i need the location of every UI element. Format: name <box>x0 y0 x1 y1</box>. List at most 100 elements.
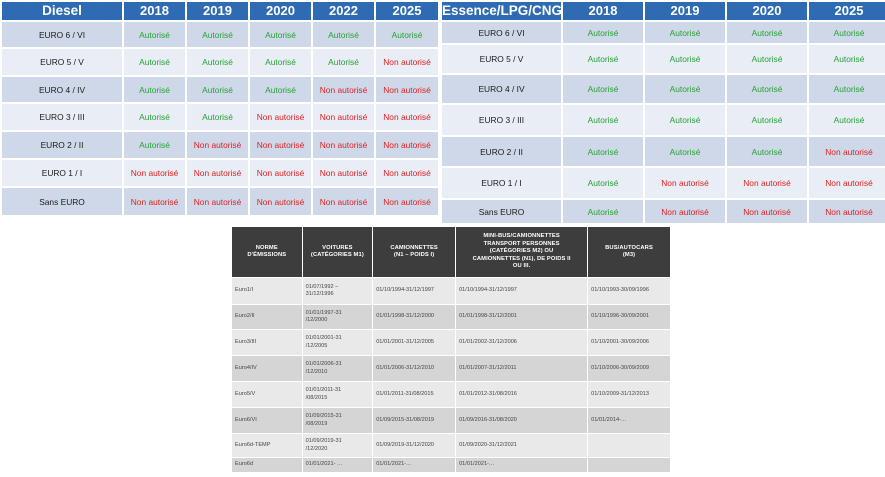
date-range-cell: 01/10/1994-31/12/1997 <box>373 278 456 304</box>
diesel-table: Diesel 2018 2019 2020 2022 2025 EURO 6 /… <box>0 0 440 217</box>
cell-line: 31/12/1996 <box>305 291 334 297</box>
status-cell: Non autorisé <box>376 160 438 186</box>
buses-header: Bus/autocars (M3) <box>588 227 670 277</box>
essence-row: EURO 2 / II Autorisé Autorisé Autorisé Non a… <box>442 137 885 166</box>
euro-class-label: Sans EURO <box>2 188 122 215</box>
cell-line: 01/09/2019-31 <box>305 438 342 444</box>
cell-line: 01/01/2011-31 <box>305 387 342 393</box>
status-cell: Non autorisé <box>645 168 725 198</box>
header-line: Camionnettes <box>390 244 438 251</box>
status-cell: Non autorisé <box>727 200 807 223</box>
cell-line: 01/10/1994-31/12/1997 <box>376 287 435 294</box>
status-cell: Autorisé <box>563 200 643 223</box>
norm-row: Euro4/IV 01/01/2006-31/12/2010 01/01/2006-… <box>232 356 670 381</box>
norm-row: Euro3/III 01/01/2001-31/12/2005 01/01/2001… <box>232 330 670 355</box>
essence-header-year: 2019 <box>645 2 725 20</box>
cell-line: 01/10/1993-30/09/1996 <box>591 287 649 294</box>
date-range-cell: 01/09/2016-31/08/2020 <box>456 408 588 433</box>
minibus-header: Mini-bus/camionnettes transport personnes… <box>456 227 588 277</box>
cell-line: 01/01/2002-31/12/2006 <box>459 338 517 345</box>
norm-name: Euro4/IV <box>232 356 302 381</box>
header-line: (catégories M1) <box>310 252 364 258</box>
status-cell: Autorisé <box>645 22 725 43</box>
cell-line: 01/10/1996-30/09/2001 <box>591 313 649 320</box>
header-line: d'émissions <box>247 252 287 258</box>
header-line: camionnettes (N1), de poids II <box>472 255 571 262</box>
date-range-cell: 01/09/2015-31/08/2019 <box>302 408 373 433</box>
cell-line: 01/01/2021-… <box>459 461 495 468</box>
cell-line: Euro3/III <box>235 338 257 345</box>
essence-row: EURO 3 / III Autorisé Autorisé Autorisé Auto… <box>442 105 885 135</box>
status-cell: Autorisé <box>645 105 725 135</box>
cell-line: 01/09/2015-31 <box>305 413 342 419</box>
euro-norms-header-row: Norme d'émissions Voitures (catégories M1) C… <box>232 227 670 277</box>
euro-class-label: EURO 3 / III <box>2 104 122 130</box>
norm-name: Euro5/V <box>232 382 302 407</box>
status-cell: Non autorisé <box>727 168 807 198</box>
status-cell: Autorisé <box>187 104 248 130</box>
status-cell: Autorisé <box>645 75 725 103</box>
norm-name: Euro6/VI <box>232 408 302 433</box>
cell-line: /12/2005 <box>305 342 328 349</box>
status-cell: Autorisé <box>313 49 374 75</box>
date-range-cell <box>588 458 670 472</box>
status-cell: Autorisé <box>727 22 807 43</box>
date-range-cell: 01/01/2012-31/08/2016 <box>456 382 588 407</box>
euro-class-label: EURO 1 / I <box>2 160 122 186</box>
diesel-header-year: 2019 <box>187 2 248 20</box>
status-cell: Autorisé <box>124 132 185 158</box>
date-range-cell: 01/01/1998-31/12/2001 <box>456 305 588 329</box>
status-cell: Autorisé <box>563 45 643 73</box>
essence-row: EURO 6 / VI Autorisé Autorisé Autorisé Autor… <box>442 22 885 43</box>
cell-line: 01/01/2006-31/12/2010 <box>376 364 435 371</box>
euro-class-label: EURO 5 / V <box>2 49 122 75</box>
date-range-cell: 01/01/2002-31/12/2006 <box>456 330 588 355</box>
cell-line: Euro4/IV <box>235 364 257 371</box>
status-cell: Non autorisé <box>376 188 438 215</box>
status-cell: Non autorisé <box>376 104 438 130</box>
header-line: Bus/autocars <box>605 244 653 251</box>
status-cell: Non autorisé <box>250 160 311 186</box>
diesel-header-year: 2018 <box>124 2 185 20</box>
norm-header: Norme d'émissions <box>232 227 302 277</box>
euro-class-label: Sans EURO <box>442 200 561 223</box>
status-cell: Non autorisé <box>376 77 438 102</box>
cell-line: 01/09/2016-31/08/2020 <box>459 416 517 423</box>
date-range-cell: 01/09/2020-31/12/2021 <box>456 434 588 457</box>
status-cell: Non autorisé <box>809 168 885 198</box>
essence-row: EURO 5 / V Autorisé Autorisé Autorisé Autori… <box>442 45 885 73</box>
status-cell: Autorisé <box>124 104 185 130</box>
euro-class-label: EURO 4 / IV <box>442 75 561 103</box>
date-range-cell: 01/01/2001-31/12/2005 <box>373 330 456 355</box>
cell-line: /12/2000 <box>305 317 328 323</box>
header-line: (catégories M2) ou <box>489 248 554 255</box>
cell-line: /08/2019 <box>305 420 328 427</box>
cell-line: 01/09/2020-31/12/2021 <box>459 441 517 448</box>
cell-line: 01/01/1997-31 <box>305 309 342 316</box>
essence-header-year: 2025 <box>809 2 885 20</box>
status-cell: Non autorisé <box>313 160 374 186</box>
diesel-row: EURO 6 / VI Autorisé Autorisé Autorisé Autor… <box>2 22 438 47</box>
status-cell: Autorisé <box>250 22 311 47</box>
cell-line: 01/10/1994-31/12/1997 <box>459 287 517 294</box>
status-cell: Non autorisé <box>187 188 248 215</box>
cell-line: Euro6/VI <box>235 416 257 423</box>
diesel-header-fuel: Diesel <box>2 2 122 20</box>
cell-line: 01/10/2006-30/09/2009 <box>591 364 649 371</box>
norm-name: Euro6d-TEMP <box>232 434 302 457</box>
cell-line: 01/01/1998-31/12/2000 <box>376 313 435 320</box>
status-cell: Autorisé <box>313 22 374 47</box>
header-line: Voitures <box>322 244 353 251</box>
essence-header-year: 2020 <box>727 2 807 20</box>
essence-header-row: Essence/LPG/CNG 2018 2019 2020 2025 <box>442 2 885 20</box>
euro-class-label: EURO 2 / II <box>2 132 122 158</box>
status-cell: Autorisé <box>727 75 807 103</box>
header-line: (N1 – poids I) <box>393 252 435 258</box>
date-range-cell: 01/10/1993-30/09/1996 <box>588 278 670 304</box>
diesel-row: EURO 5 / V Autorisé Autorisé Autorisé Autori… <box>2 49 438 75</box>
cell-line: 01/01/2021- … <box>305 461 343 468</box>
status-cell: Non autorisé <box>124 188 185 215</box>
status-cell: Non autorisé <box>809 200 885 223</box>
cell-line: /08/2015 <box>305 394 328 401</box>
cell-line: 01/09/2019-31/12/2020 <box>376 441 435 448</box>
